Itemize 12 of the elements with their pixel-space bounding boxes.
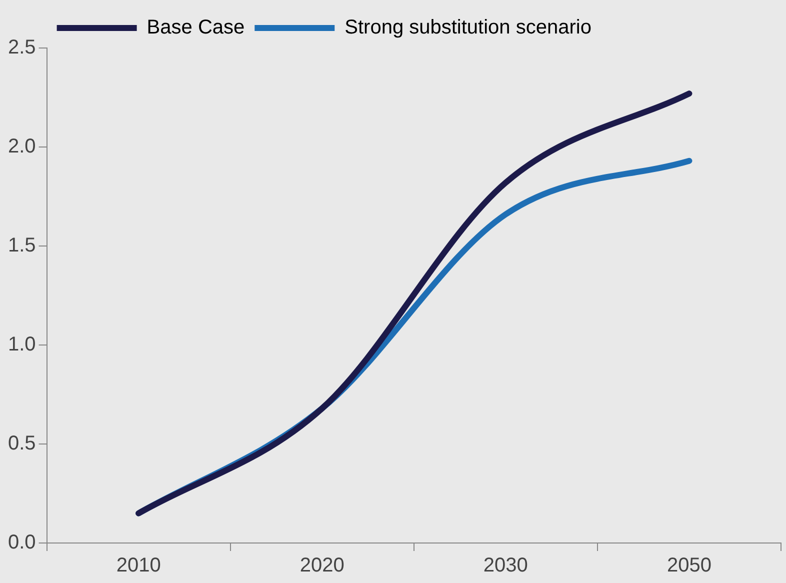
x-tick-label: 2030 [483, 554, 528, 577]
y-tick-label: 0.0 [8, 532, 36, 554]
y-tick-label: 1.5 [8, 234, 36, 257]
y-tick-label: 2.5 [8, 36, 36, 59]
x-tick-label: 2020 [300, 554, 344, 577]
y-tick-label: 2.0 [8, 136, 36, 158]
y-tick-label: 0.5 [8, 432, 36, 455]
legend-label: Base Case [146, 16, 245, 39]
legend-label: Strong substitution scenario [344, 16, 592, 39]
x-tick-label: 2010 [116, 554, 161, 577]
x-tick-label: 2050 [666, 554, 712, 577]
y-tick-label: 1.0 [8, 334, 36, 356]
